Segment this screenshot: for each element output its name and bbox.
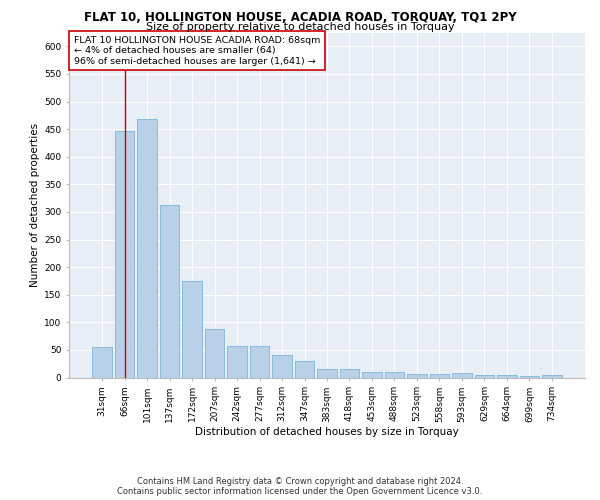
- Bar: [385, 372, 404, 378]
- Bar: [227, 346, 247, 378]
- Y-axis label: Number of detached properties: Number of detached properties: [30, 123, 40, 287]
- Text: FLAT 10, HOLLINGTON HOUSE, ACADIA ROAD, TORQUAY, TQ1 2PY: FLAT 10, HOLLINGTON HOUSE, ACADIA ROAD, …: [83, 11, 517, 24]
- Bar: [497, 376, 517, 378]
- Bar: [542, 374, 562, 378]
- Bar: [272, 356, 292, 378]
- Bar: [317, 369, 337, 378]
- Bar: [295, 361, 314, 378]
- Bar: [182, 281, 202, 378]
- Bar: [250, 346, 269, 378]
- Bar: [362, 372, 382, 378]
- Bar: [92, 347, 112, 378]
- Bar: [407, 374, 427, 378]
- Bar: [520, 376, 539, 378]
- Bar: [205, 329, 224, 378]
- X-axis label: Distribution of detached houses by size in Torquay: Distribution of detached houses by size …: [195, 427, 459, 437]
- Bar: [160, 204, 179, 378]
- Text: Contains HM Land Registry data © Crown copyright and database right 2024.
Contai: Contains HM Land Registry data © Crown c…: [118, 476, 482, 496]
- Bar: [115, 131, 134, 378]
- Bar: [430, 374, 449, 378]
- Text: Size of property relative to detached houses in Torquay: Size of property relative to detached ho…: [146, 22, 454, 32]
- Bar: [137, 119, 157, 378]
- Bar: [475, 376, 494, 378]
- Bar: [340, 369, 359, 378]
- Bar: [452, 372, 472, 378]
- Text: FLAT 10 HOLLINGTON HOUSE ACADIA ROAD: 68sqm
← 4% of detached houses are smaller : FLAT 10 HOLLINGTON HOUSE ACADIA ROAD: 68…: [74, 36, 320, 66]
